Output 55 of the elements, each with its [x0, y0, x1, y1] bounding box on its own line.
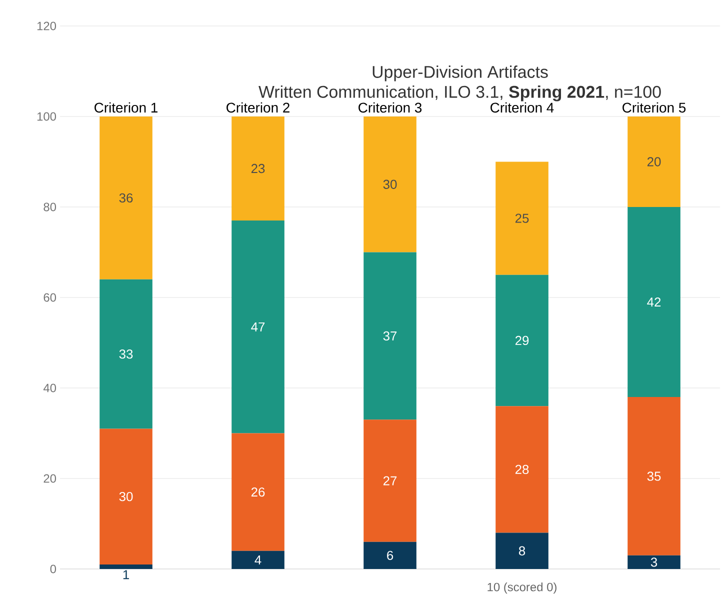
data-label: 29 [515, 336, 529, 346]
data-label: 30 [119, 492, 133, 502]
data-label: 37 [383, 331, 397, 341]
x-tick-label: Criterion 2 [226, 102, 290, 113]
data-label: 36 [119, 193, 133, 203]
x-tick-label: Criterion 5 [622, 102, 686, 113]
text: Upper-Division Artifacts [372, 66, 548, 82]
data-label: 47 [251, 322, 265, 332]
data-label: 33 [119, 349, 133, 359]
bar [628, 206, 680, 398]
x-tick-label: Criterion 4 [490, 102, 554, 113]
data-label: 27 [383, 476, 397, 486]
bar [628, 397, 680, 556]
data-label: 23 [251, 164, 265, 174]
bar [232, 433, 284, 551]
y-tick-label: 20 [44, 474, 56, 483]
data-label: 4 [254, 555, 262, 564]
bar [100, 116, 152, 280]
x-tick-label: Criterion 3 [358, 102, 422, 113]
bar [496, 532, 548, 569]
bar [364, 116, 416, 252]
data-label: 25 [515, 214, 529, 223]
data-label: 20 [647, 157, 661, 166]
bar [100, 428, 152, 564]
data-label: 1 [123, 570, 129, 580]
bar [496, 406, 548, 533]
y-tick-label: 80 [44, 202, 56, 212]
data-label: 8 [518, 546, 526, 556]
data-label: 3 [650, 558, 658, 567]
bar [496, 162, 548, 275]
bar [364, 252, 416, 420]
bar [364, 542, 416, 569]
data-label: 28 [515, 464, 529, 474]
data-label: 35 [647, 472, 661, 481]
data-label: 42 [647, 297, 661, 307]
data-label: 26 [251, 487, 265, 497]
y-tick-label: 100 [37, 112, 56, 121]
text: Written Communication, ILO 3.1, Spring 2021, n=100 [258, 85, 661, 102]
bar [232, 116, 284, 221]
bar [100, 279, 152, 429]
bar [232, 550, 284, 569]
x-tick-label: Criterion 1 [94, 102, 158, 113]
bar [628, 555, 680, 569]
bar [100, 564, 152, 569]
y-tick-label: 120 [37, 22, 56, 30]
bar [364, 420, 416, 542]
data-label: 6 [387, 550, 394, 560]
data-label: 30 [383, 180, 397, 189]
bar [628, 116, 680, 207]
y-tick-label: 0 [50, 564, 56, 574]
text: 10 (scored 0) [488, 582, 556, 594]
bar [232, 220, 284, 434]
bar [496, 274, 548, 406]
y-tick-label: 60 [44, 293, 56, 302]
y-tick-label: 40 [43, 384, 56, 392]
